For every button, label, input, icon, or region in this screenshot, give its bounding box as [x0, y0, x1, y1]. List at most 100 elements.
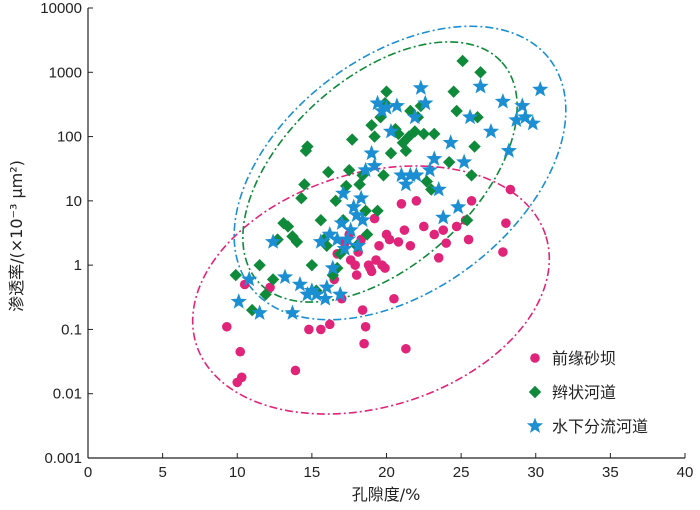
data-point-diamond	[259, 288, 272, 301]
data-point-star	[284, 304, 301, 320]
data-point-diamond	[468, 140, 481, 153]
data-point-diamond	[408, 125, 422, 138]
data-point-star	[524, 114, 541, 131]
data-point-star	[335, 185, 352, 201]
legend-label: 水下分流河道	[552, 417, 648, 436]
data-point-star	[299, 285, 316, 302]
data-point-circle	[222, 321, 232, 332]
data-point-diamond	[359, 204, 372, 218]
data-point-star	[369, 94, 386, 111]
data-point-diamond	[456, 54, 469, 68]
y-tick-label: 0.1	[61, 321, 82, 338]
data-point-star	[363, 144, 380, 161]
data-point-star	[517, 108, 534, 125]
data-point-star	[397, 175, 414, 192]
data-point-diamond	[298, 178, 311, 191]
data-point-circle	[505, 184, 516, 195]
data-point-star	[230, 293, 247, 309]
data-point-diamond	[368, 130, 381, 143]
data-point-star	[373, 102, 391, 118]
data-point-star	[332, 285, 349, 302]
data-point-star	[336, 240, 353, 256]
x-tick-label: 25	[453, 464, 470, 481]
data-point-star	[494, 93, 511, 109]
y-ticks: 0.001 0.01 0.1 1 10 100 1000 10000	[40, 0, 93, 467]
data-point-circle	[265, 282, 275, 293]
data-point-star	[393, 166, 410, 183]
data-point-star	[241, 270, 258, 287]
data-point-star	[442, 134, 459, 150]
data-point-diamond	[290, 235, 304, 249]
data-point-circle	[360, 321, 371, 332]
data-point-circle	[389, 293, 399, 304]
data-point-star	[417, 94, 434, 111]
data-point-circle	[405, 240, 416, 251]
data-point-diamond	[399, 144, 413, 158]
data-point-star	[532, 80, 549, 97]
data-point-star	[406, 108, 423, 125]
legend-marker-diamond	[528, 385, 542, 399]
data-point-circle	[290, 365, 301, 376]
data-point-star	[435, 209, 452, 225]
data-point-diamond	[229, 268, 242, 282]
data-point-diamond	[345, 133, 359, 146]
data-point-circle	[393, 237, 404, 247]
data-point-star	[308, 285, 325, 302]
data-point-circle	[401, 343, 411, 354]
data-point-circle	[438, 225, 449, 235]
data-point-star	[366, 157, 383, 173]
data-point-star	[412, 79, 429, 95]
data-point-circle	[366, 266, 377, 277]
data-point-diamond	[425, 183, 438, 196]
data-point-circle	[399, 225, 410, 235]
data-point-star	[329, 231, 346, 247]
data-point-diamond	[365, 119, 378, 132]
data-points	[222, 54, 549, 388]
data-point-diamond	[377, 169, 390, 182]
data-point-star	[430, 181, 447, 197]
data-point-star	[350, 237, 367, 253]
data-point-star	[348, 206, 365, 222]
legend-label: 前缘砂坝	[552, 349, 616, 368]
data-point-circle	[433, 253, 444, 263]
x-tick-label: 10	[229, 464, 246, 481]
data-point-star	[500, 142, 517, 158]
data-point-circle	[441, 238, 452, 248]
data-point-diamond	[360, 228, 374, 241]
y-tick-label: 0.01	[53, 386, 82, 403]
data-point-star	[353, 189, 370, 206]
data-point-star	[514, 97, 531, 113]
y-tick-label: 0.001	[44, 450, 82, 467]
data-point-star	[324, 259, 341, 275]
data-point-circle	[429, 229, 440, 240]
data-point-circle	[396, 198, 407, 209]
data-point-diamond	[471, 111, 484, 124]
data-point-star	[318, 278, 335, 295]
x-axis-title: 孔隙度/%	[352, 485, 421, 504]
y-tick-label: 1000	[49, 64, 82, 81]
cluster-ellipses	[191, 25, 567, 415]
y-axis-title: 渗透率/(×10⁻³ μm²)	[7, 160, 26, 312]
y-tick-label: 10	[65, 193, 82, 210]
data-point-circle	[359, 338, 369, 349]
data-point-circle	[350, 260, 360, 270]
data-point-star	[357, 161, 374, 178]
data-point-star	[421, 161, 438, 178]
data-point-diamond	[417, 127, 431, 141]
x-tick-label: 30	[527, 464, 544, 481]
data-point-circle	[380, 263, 390, 273]
data-point-star	[426, 150, 443, 166]
data-point-diamond	[301, 140, 314, 153]
data-point-diamond	[380, 85, 393, 98]
data-point-star	[402, 166, 419, 183]
y-tick-label: 10000	[40, 0, 82, 17]
y-tick-label: 100	[57, 129, 82, 146]
data-point-diamond	[253, 258, 266, 272]
data-point-star	[312, 233, 329, 249]
y-tick-label: 1	[74, 257, 82, 274]
data-point-circle	[419, 221, 429, 232]
data-point-star	[408, 166, 425, 183]
data-point-diamond	[442, 155, 456, 169]
